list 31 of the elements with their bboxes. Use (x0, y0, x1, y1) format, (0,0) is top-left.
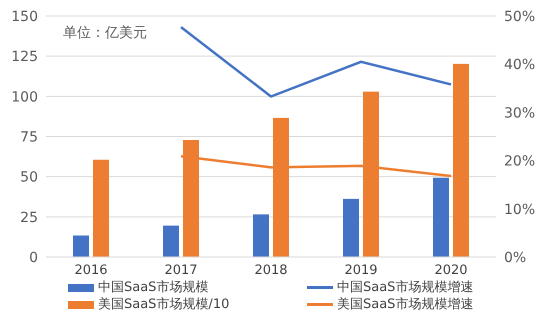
y2-tick-label: 50% (504, 8, 536, 25)
y-tick-label: 0 (29, 250, 38, 266)
x-tick-label: 2016 (74, 263, 108, 278)
y-tick-label: 75 (20, 129, 38, 146)
y-tick-label: 125 (11, 49, 38, 66)
y2-tick-label: 30% (504, 105, 536, 122)
x-tick-label: 2018 (254, 263, 288, 278)
x-tick-label: 2019 (344, 263, 378, 278)
bar (163, 226, 179, 257)
bar (253, 214, 269, 257)
y-tick-label: 25 (20, 210, 38, 226)
legend-label: 美国SaaS市场规模增速 (337, 296, 474, 313)
bar (73, 235, 89, 257)
bar (343, 198, 359, 257)
x-tick-label: 2020 (434, 263, 468, 278)
y2-tick-label: 0% (504, 250, 526, 266)
y-tick-label: 50 (20, 170, 38, 186)
bar (93, 160, 109, 257)
y-tick-label: 100 (11, 89, 38, 106)
legend-label: 中国SaaS市场规模 (98, 279, 208, 296)
y2-tick-label: 40% (504, 57, 536, 74)
annotation: 单位：亿美元 (63, 24, 147, 42)
y-tick-label: 150 (11, 8, 38, 25)
y2-tick-label: 20% (504, 154, 536, 170)
x-tick-label: 2017 (164, 263, 198, 278)
y2-tick-label: 10% (504, 202, 536, 218)
bar (453, 64, 469, 257)
legend-label: 中国SaaS市场规模增速 (337, 279, 474, 296)
line-series (180, 26, 452, 98)
legend-label: 美国SaaS市场规模/10 (98, 296, 230, 313)
bar (433, 178, 449, 257)
